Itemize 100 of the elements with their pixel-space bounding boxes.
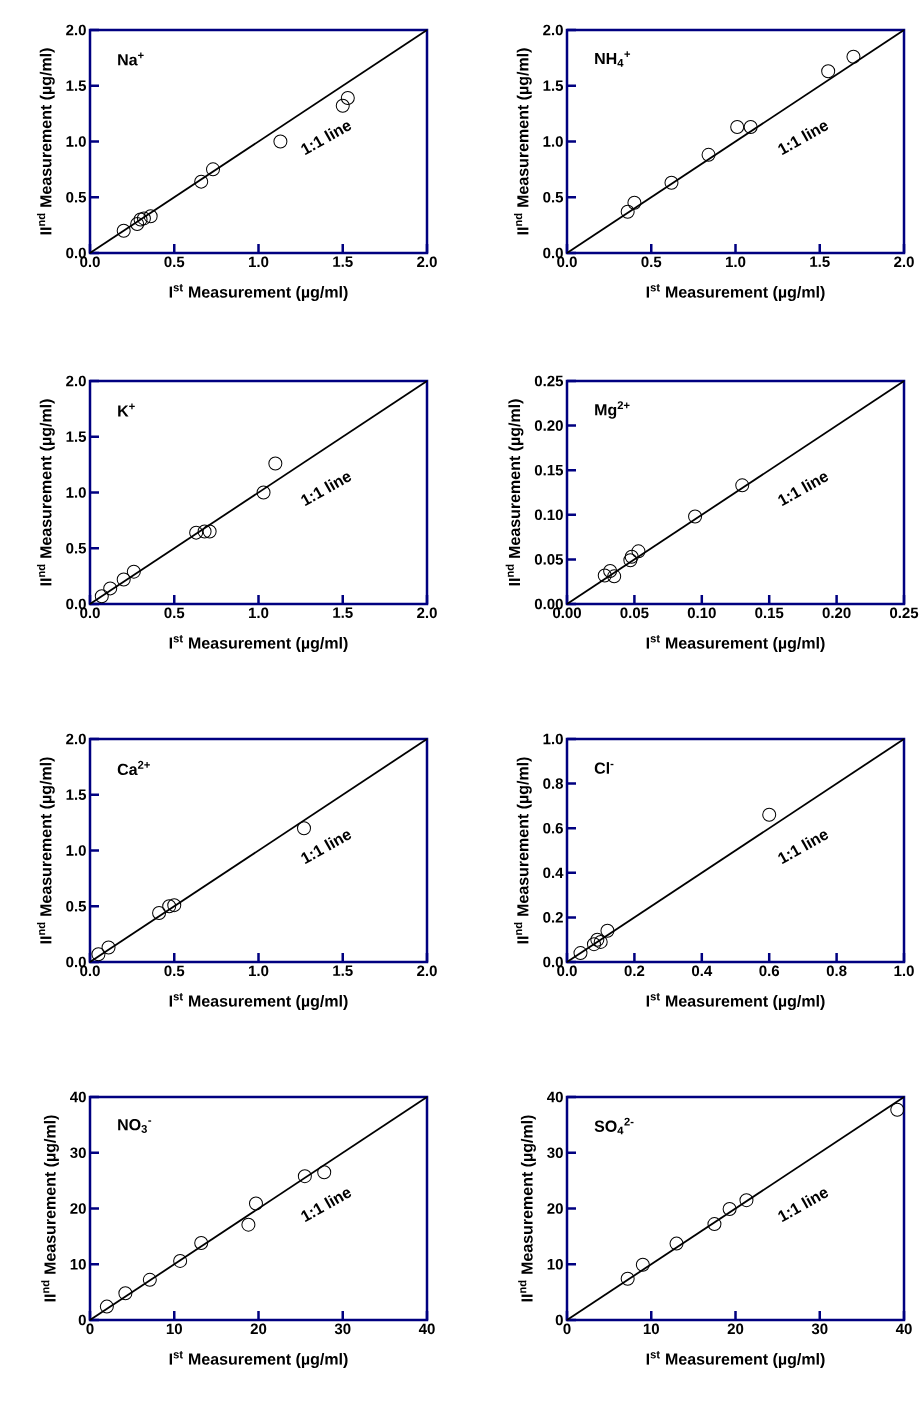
point: [297, 1169, 312, 1184]
x-tick-label: 20: [727, 1323, 744, 1335]
point: [701, 147, 716, 162]
point: [126, 564, 141, 579]
x-tick-label: 0.6: [759, 965, 780, 977]
point: [317, 1165, 332, 1180]
x-tick-label: 1.5: [333, 965, 353, 976]
annotation: 1:1 line: [778, 473, 829, 507]
x-tick-label: 0.5: [164, 256, 185, 268]
y-tick-label: 0.5: [66, 900, 87, 912]
point: [597, 568, 612, 583]
x-axis-title: I$^{st}$ Measurement (µg/ml): [169, 1351, 348, 1369]
x-tick-label: 0.2: [624, 965, 645, 977]
y-tick-label: 1.5: [66, 80, 87, 91]
y-tick-label: 10: [547, 1258, 563, 1270]
y-tick-label: 0.5: [543, 191, 564, 203]
point: [103, 581, 118, 596]
point: [167, 898, 182, 913]
y-tick-label: 0.05: [534, 554, 564, 565]
annotation: 1:1 line: [301, 831, 352, 865]
point: [846, 49, 861, 64]
point: [202, 524, 217, 539]
y-tick-label: 1.0: [66, 487, 86, 498]
y-tick-label: 30: [547, 1147, 563, 1159]
point: [94, 589, 109, 604]
x-tick-label: 0.5: [641, 256, 662, 268]
point: [99, 1299, 114, 1314]
point: [206, 162, 221, 177]
y-tick-label: 0.8: [543, 778, 563, 789]
x-tick-label: 0.5: [164, 607, 185, 619]
point: [101, 940, 116, 955]
x-tick-label: 30: [811, 1323, 828, 1335]
y-tick-label: 0.25: [534, 375, 564, 387]
point: [118, 1286, 133, 1301]
text: K$^{+}$: [118, 403, 135, 417]
x-tick-label: 2.0: [417, 256, 437, 268]
point: [573, 946, 588, 961]
annotation: 1:1 line: [778, 1189, 829, 1223]
x-tick-label: 0.10: [687, 607, 716, 619]
y-tick-label: 0.5: [66, 542, 87, 554]
x-tick-label: 40: [895, 1323, 912, 1335]
x-tick-label: 2.0: [894, 256, 914, 268]
x-tick-label: 30: [334, 1323, 351, 1335]
point: [268, 456, 283, 471]
point: [730, 119, 745, 134]
y-tick-label: 10: [70, 1258, 86, 1270]
point: [600, 923, 615, 938]
point: [631, 544, 646, 559]
annotation: 1:1 line: [301, 473, 352, 507]
point: [722, 1202, 737, 1217]
x-tick-label: 1.0: [894, 965, 914, 977]
point: [297, 821, 311, 836]
point: [586, 937, 601, 952]
y-tick-label: 2.0: [66, 375, 86, 387]
x-axis-title: I$^{st}$ Measurement (µg/ml): [646, 993, 825, 1010]
x-axis-title: I$^{st}$ Measurement (µg/ml): [169, 284, 348, 301]
point: [603, 563, 618, 578]
x-tick-label: 1.0: [249, 965, 269, 977]
x-tick-label: 1.0: [726, 256, 746, 268]
y-axis-title: II$^{nd}$ Measurement (µg/ml): [505, 399, 524, 586]
y-axis-title: II$^{nd}$ Measurement (µg/ml): [41, 1115, 59, 1302]
x-tick-label: 2.0: [417, 965, 437, 977]
y-tick-label: 40: [70, 1091, 86, 1103]
point: [197, 524, 212, 539]
y-tick-label: 0.4: [543, 867, 564, 879]
point: [739, 1193, 754, 1208]
point: [743, 119, 758, 134]
text: Cl$^{-}$: [594, 762, 614, 774]
x-tick-label: 0.25: [890, 607, 919, 619]
x-tick-label: 20: [250, 1323, 267, 1335]
point: [256, 485, 271, 500]
point: [620, 1271, 635, 1286]
point: [116, 572, 131, 587]
point: [607, 569, 622, 584]
text: NH$_{4}$+: [595, 51, 631, 67]
point: [143, 209, 158, 224]
y-tick-label: 0.20: [534, 420, 563, 431]
y-tick-label: 0.10: [534, 509, 563, 521]
x-tick-label: 1.0: [249, 256, 269, 268]
x-axis-title: I$^{st}$ Measurement (µg/ml): [169, 993, 348, 1010]
y-tick-label: 1.0: [543, 733, 563, 745]
y-tick-label: 2.0: [66, 24, 86, 36]
point: [735, 478, 750, 493]
point: [116, 223, 131, 238]
point: [162, 899, 177, 914]
point: [152, 905, 167, 920]
y-tick-label: 0: [555, 1314, 563, 1326]
x-tick-label: 2.0: [417, 607, 437, 619]
x-axis-title: I$^{st}$ Measurement (µg/ml): [646, 1351, 825, 1369]
point: [335, 98, 350, 113]
annotation: 1:1 line: [778, 831, 829, 865]
x-tick-label: 0.15: [755, 607, 784, 619]
x-tick-label: 0.5: [164, 965, 185, 977]
annotation: 1:1 line: [301, 1189, 352, 1223]
point: [130, 217, 145, 231]
y-axis-title: II$^{nd}$ Measurement (µg/ml): [513, 48, 532, 235]
point: [248, 1196, 263, 1211]
x-axis-title: I$^{st}$ Measurement (µg/ml): [169, 635, 348, 652]
point: [669, 1236, 684, 1251]
y-tick-label: 20: [547, 1203, 563, 1214]
